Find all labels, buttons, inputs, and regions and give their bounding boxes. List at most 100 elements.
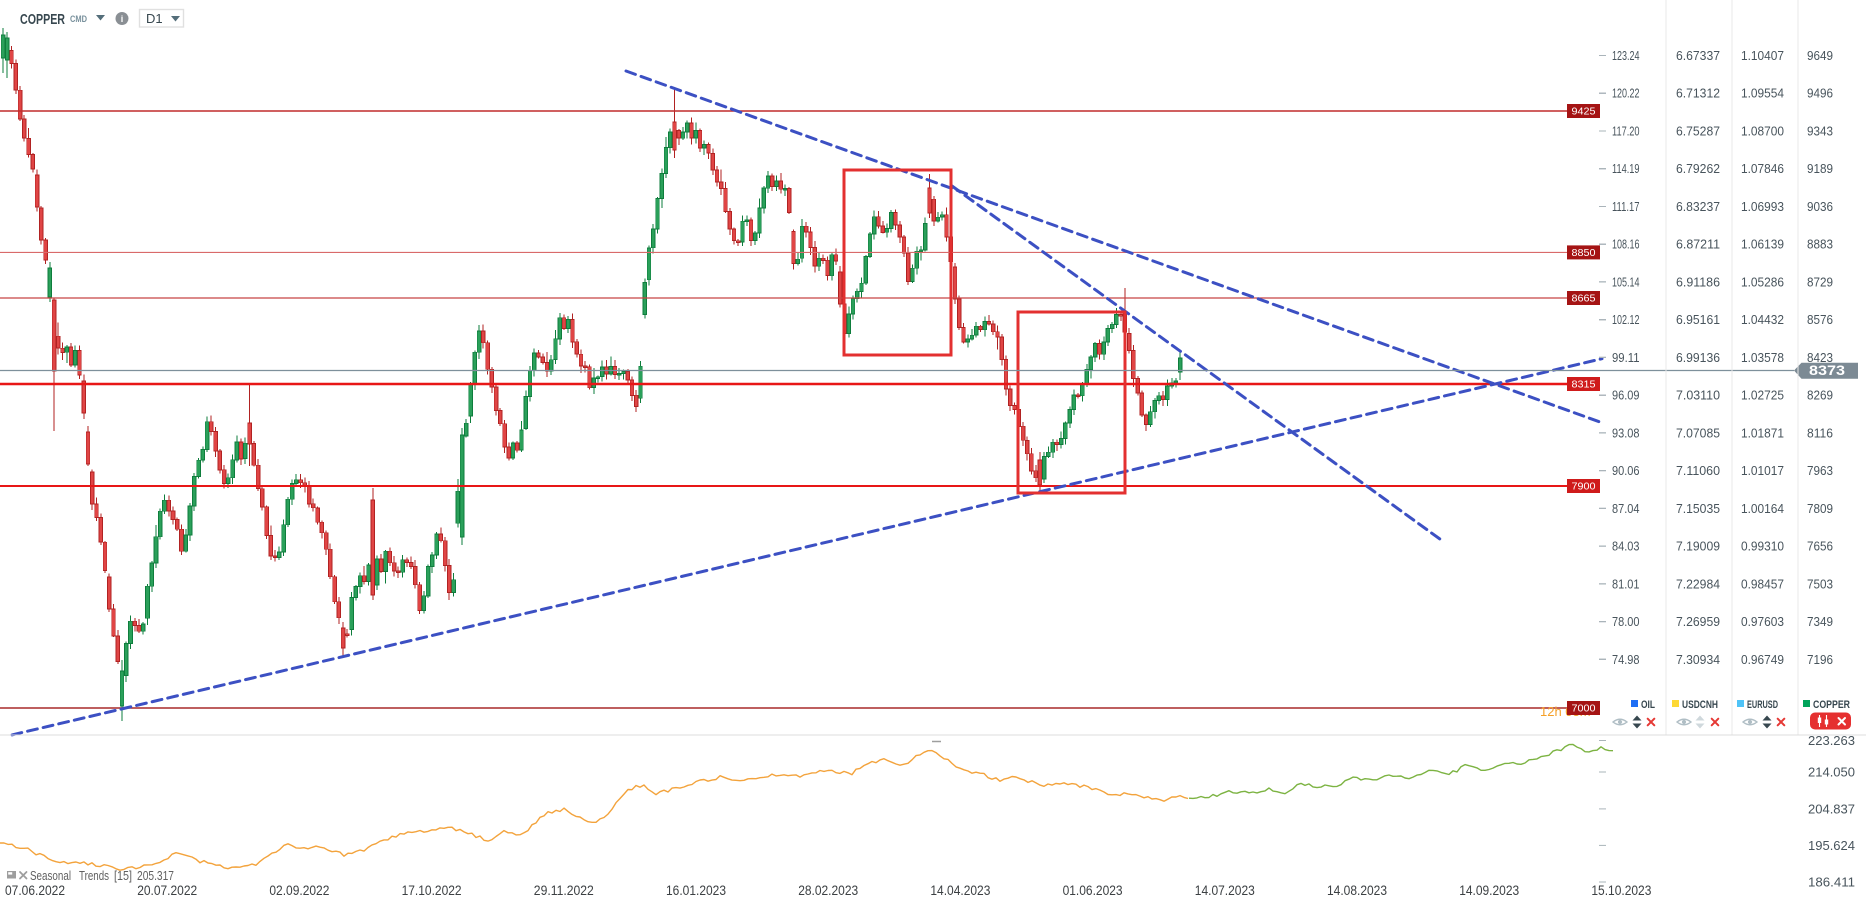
svg-text:7.11060: 7.11060	[1676, 463, 1720, 478]
svg-text:81.01: 81.01	[1612, 576, 1640, 591]
svg-text:8850: 8850	[1572, 247, 1596, 259]
svg-text:7000: 7000	[1572, 703, 1596, 715]
svg-text:1.07846: 1.07846	[1741, 161, 1784, 176]
svg-text:CMD: CMD	[70, 14, 87, 25]
svg-text:204.837: 204.837	[1808, 801, 1855, 816]
svg-text:96.09: 96.09	[1612, 388, 1640, 403]
svg-text:0.99310: 0.99310	[1741, 539, 1784, 554]
svg-text:7.26959: 7.26959	[1676, 614, 1720, 629]
svg-text:14.08.2023: 14.08.2023	[1327, 883, 1387, 898]
svg-text:6.75287: 6.75287	[1676, 124, 1720, 139]
svg-text:Trends: Trends	[79, 869, 109, 883]
svg-text:7.22984: 7.22984	[1676, 576, 1720, 591]
svg-text:111.17: 111.17	[1612, 199, 1640, 214]
svg-text:205.317: 205.317	[137, 869, 174, 883]
svg-text:15.10.2023: 15.10.2023	[1591, 883, 1651, 898]
svg-text:14.04.2023: 14.04.2023	[930, 883, 990, 898]
svg-text:108.16: 108.16	[1612, 237, 1640, 252]
svg-text:123.24: 123.24	[1612, 48, 1640, 63]
svg-text:[15]: [15]	[114, 869, 132, 883]
svg-text:1.03578: 1.03578	[1741, 350, 1784, 365]
svg-text:214.050: 214.050	[1808, 765, 1855, 780]
svg-text:105.14: 105.14	[1612, 274, 1640, 289]
svg-text:17.10.2022: 17.10.2022	[402, 883, 462, 898]
svg-text:1.00164: 1.00164	[1741, 501, 1784, 516]
svg-text:8665: 8665	[1572, 293, 1596, 305]
svg-text:7.30934: 7.30934	[1676, 652, 1720, 667]
svg-text:8729: 8729	[1807, 274, 1833, 289]
svg-text:1.01871: 1.01871	[1741, 425, 1784, 440]
svg-text:6.91186: 6.91186	[1676, 274, 1720, 289]
svg-text:8315: 8315	[1572, 379, 1596, 391]
svg-text:9425: 9425	[1572, 106, 1596, 118]
svg-text:87.04: 87.04	[1612, 501, 1640, 516]
svg-text:20.07.2022: 20.07.2022	[137, 883, 197, 898]
svg-text:0.96749: 0.96749	[1741, 652, 1784, 667]
svg-text:7.03110: 7.03110	[1676, 388, 1720, 403]
svg-text:COPPER: COPPER	[1813, 699, 1850, 711]
svg-text:6.99136: 6.99136	[1676, 350, 1720, 365]
svg-text:7809: 7809	[1807, 501, 1833, 516]
svg-text:7196: 7196	[1807, 652, 1833, 667]
svg-text:9343: 9343	[1807, 124, 1833, 139]
svg-text:7.07085: 7.07085	[1676, 425, 1720, 440]
svg-text:120.22: 120.22	[1612, 86, 1640, 101]
svg-text:74.98: 74.98	[1612, 652, 1640, 667]
svg-text:1.02725: 1.02725	[1741, 388, 1784, 403]
svg-text:90.06: 90.06	[1612, 463, 1640, 478]
svg-text:6.71312: 6.71312	[1676, 86, 1720, 101]
svg-text:Seasonal: Seasonal	[30, 869, 71, 883]
svg-text:99.11: 99.11	[1612, 350, 1640, 365]
svg-text:117.20: 117.20	[1612, 124, 1640, 139]
svg-text:7963: 7963	[1807, 463, 1833, 478]
svg-text:1.08700: 1.08700	[1741, 124, 1784, 139]
svg-text:6.79262: 6.79262	[1676, 161, 1720, 176]
svg-text:28.02.2023: 28.02.2023	[798, 883, 858, 898]
svg-text:195.624: 195.624	[1808, 838, 1855, 853]
svg-text:i: i	[121, 14, 124, 24]
svg-text:78.00: 78.00	[1612, 614, 1640, 629]
svg-text:29.11.2022: 29.11.2022	[534, 883, 594, 898]
svg-text:01.06.2023: 01.06.2023	[1063, 883, 1123, 898]
svg-text:1.09554: 1.09554	[1741, 86, 1784, 101]
svg-text:1.05286: 1.05286	[1741, 274, 1784, 289]
svg-text:02.09.2022: 02.09.2022	[269, 883, 329, 898]
svg-text:8883: 8883	[1807, 237, 1833, 252]
svg-text:9496: 9496	[1807, 86, 1833, 101]
svg-text:EURUSD: EURUSD	[1747, 699, 1778, 711]
svg-text:7349: 7349	[1807, 614, 1833, 629]
svg-text:93.08: 93.08	[1612, 425, 1640, 440]
svg-text:1.04432: 1.04432	[1741, 312, 1784, 327]
svg-text:6.83237: 6.83237	[1676, 199, 1720, 214]
svg-text:223.263: 223.263	[1808, 733, 1855, 748]
svg-text:102.12: 102.12	[1612, 312, 1640, 327]
svg-text:114.19: 114.19	[1612, 161, 1640, 176]
svg-text:7503: 7503	[1807, 576, 1833, 591]
svg-text:8423: 8423	[1807, 350, 1833, 365]
svg-text:8373: 8373	[1809, 363, 1846, 378]
svg-text:186.411: 186.411	[1808, 875, 1855, 890]
svg-text:8116: 8116	[1807, 425, 1833, 440]
svg-text:14.09.2023: 14.09.2023	[1459, 883, 1519, 898]
svg-text:9649: 9649	[1807, 48, 1833, 63]
svg-text:1.06993: 1.06993	[1741, 199, 1784, 214]
svg-text:7.19009: 7.19009	[1676, 539, 1720, 554]
svg-text:1.06139: 1.06139	[1741, 237, 1784, 252]
svg-text:USDCNH: USDCNH	[1682, 699, 1718, 711]
svg-text:6.67337: 6.67337	[1676, 48, 1720, 63]
svg-text:7.15035: 7.15035	[1676, 501, 1720, 516]
svg-text:6.95161: 6.95161	[1676, 312, 1720, 327]
svg-text:D1: D1	[146, 11, 163, 26]
svg-text:84.03: 84.03	[1612, 539, 1640, 554]
svg-text:07.06.2022: 07.06.2022	[5, 883, 65, 898]
svg-text:9189: 9189	[1807, 161, 1833, 176]
svg-text:1.01017: 1.01017	[1741, 463, 1784, 478]
svg-text:0.98457: 0.98457	[1741, 576, 1784, 591]
svg-text:COPPER: COPPER	[20, 12, 65, 28]
svg-text:8269: 8269	[1807, 388, 1833, 403]
svg-text:16.01.2023: 16.01.2023	[666, 883, 726, 898]
svg-text:0.97603: 0.97603	[1741, 614, 1784, 629]
svg-text:7900: 7900	[1572, 481, 1596, 493]
svg-text:14.07.2023: 14.07.2023	[1195, 883, 1255, 898]
svg-text:6.87211: 6.87211	[1676, 237, 1720, 252]
